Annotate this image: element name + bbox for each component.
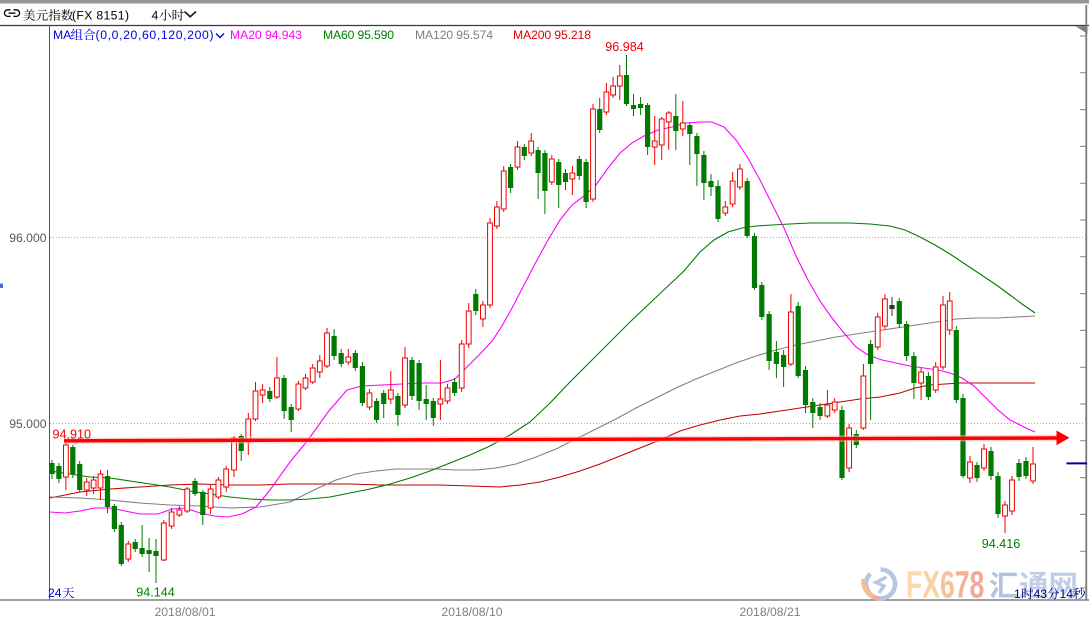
svg-text:43: 43 <box>1034 587 1048 601</box>
svg-text:MA20 94.943: MA20 94.943 <box>230 28 302 42</box>
svg-text:MA60 95.590: MA60 95.590 <box>323 28 394 42</box>
svg-text:1: 1 <box>1014 587 1021 601</box>
svg-text:96.984: 96.984 <box>605 40 644 54</box>
svg-text:4: 4 <box>152 9 159 23</box>
svg-text:FX678: FX678 <box>906 563 984 606</box>
svg-text:(FX 8151): (FX 8151) <box>72 9 129 23</box>
svg-text:MA200 95.218: MA200 95.218 <box>513 28 591 42</box>
svg-text:(0,0,20,60,120,200): (0,0,20,60,120,200) <box>96 28 214 42</box>
svg-text:MA120 95.574: MA120 95.574 <box>415 28 493 42</box>
svg-text:MA: MA <box>53 28 72 42</box>
svg-text:2018/08/10: 2018/08/10 <box>442 605 503 619</box>
svg-text:95.000: 95.000 <box>9 417 46 431</box>
svg-text:94.416: 94.416 <box>982 537 1021 551</box>
svg-text:2018/08/21: 2018/08/21 <box>740 605 801 619</box>
svg-text:24: 24 <box>48 586 62 600</box>
svg-text:14: 14 <box>1060 587 1074 601</box>
svg-text:96.000: 96.000 <box>9 231 46 245</box>
svg-text:94.144: 94.144 <box>136 586 175 600</box>
svg-text:2018/08/01: 2018/08/01 <box>155 605 216 619</box>
svg-text:94.910: 94.910 <box>53 428 92 442</box>
